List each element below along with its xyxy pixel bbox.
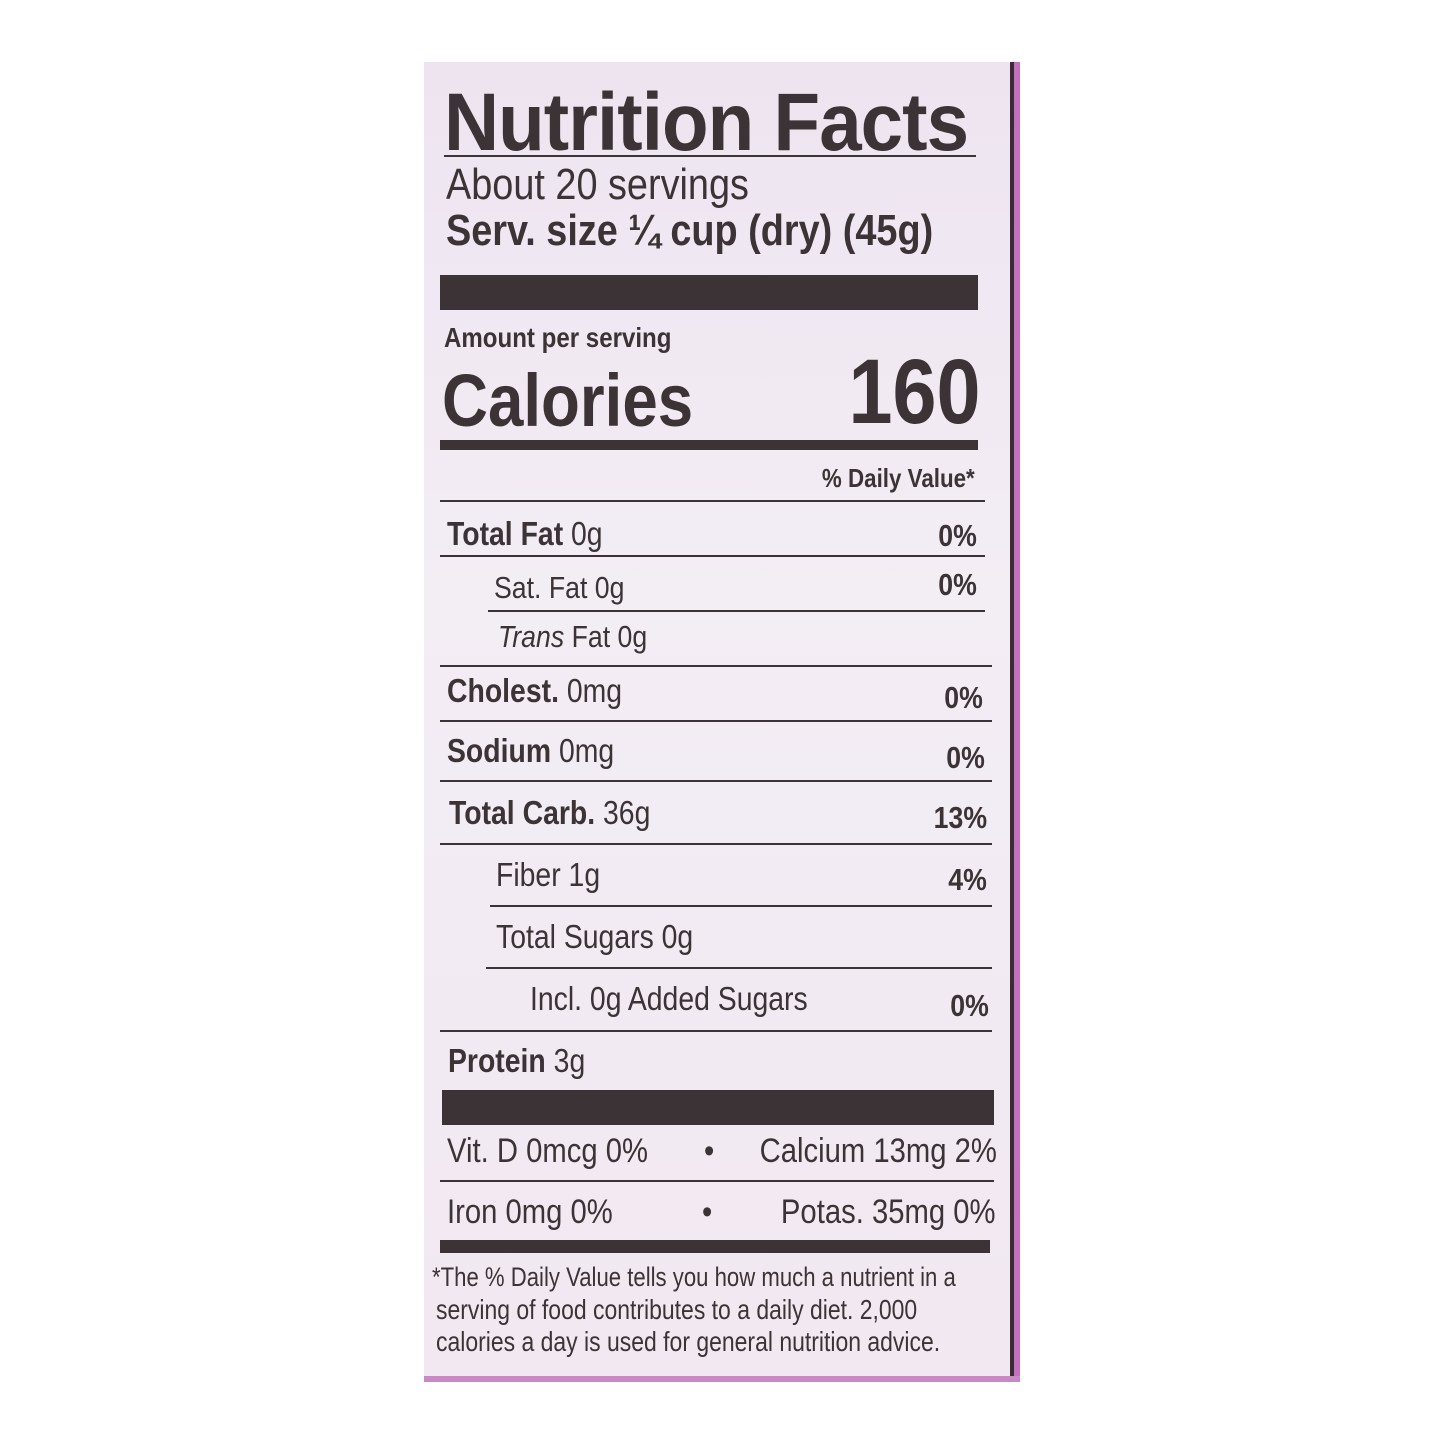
nutrient-name: Cholest. [447, 672, 559, 709]
nutrient-name: Total Fat [447, 515, 564, 552]
divider [486, 967, 992, 969]
nutrient-dv: 0% [938, 518, 977, 553]
footnote-line-3: calories a day is used for general nutri… [436, 1326, 941, 1357]
divider [440, 843, 992, 845]
amount-per-serving: Amount per serving [444, 322, 672, 353]
calories-label: Calories [442, 359, 694, 442]
nutrient-name: Total Sugars [496, 918, 654, 955]
medium-bar [440, 440, 978, 450]
calories-value: 160 [847, 341, 980, 443]
vitamin-d: Vit. D 0mcg 0% [447, 1132, 648, 1170]
divider [440, 780, 992, 782]
divider [488, 610, 985, 612]
footnote-line-1: *The % Daily Value tells you how much a … [432, 1262, 956, 1292]
divider [440, 1180, 994, 1182]
nutrient-dv: 0% [944, 680, 983, 715]
nutrient-amount: 1g [568, 856, 601, 893]
divider [440, 665, 992, 667]
divider [440, 500, 985, 502]
nutrient-amount: 0mg [558, 732, 615, 769]
nutrient-amount: 0g [594, 570, 625, 605]
nutrient-name: Sodium [447, 732, 552, 769]
iron: Iron 0mg 0% [447, 1193, 613, 1231]
nutrient-amount: 3g [553, 1042, 586, 1079]
nutrient-name: Incl. 0g Added Sugars [530, 980, 808, 1017]
medium-bar [440, 1240, 990, 1253]
nutrient-name: Trans [498, 619, 565, 654]
nutrient-dv: 0% [946, 740, 985, 775]
nutrient-dv: 0% [938, 567, 977, 602]
divider [490, 905, 992, 907]
nutrient-dv: 4% [948, 862, 987, 897]
divider [444, 155, 976, 157]
divider [440, 555, 985, 557]
nutrient-name: Sat. Fat [494, 570, 588, 605]
thick-bar [442, 1090, 994, 1125]
bullet: • [702, 1193, 713, 1231]
nutrient-name: Protein [448, 1042, 546, 1079]
nutrient-name: Fiber [496, 856, 561, 893]
footnote-line-2: serving of food contributes to a daily d… [436, 1294, 918, 1325]
nutrient-amount: 0mg [566, 672, 623, 709]
thick-bar [440, 275, 978, 310]
package-edge [424, 1376, 1020, 1382]
label-title: Nutrition Facts [444, 77, 969, 168]
nutrient-amount: 0g [661, 918, 694, 955]
bullet: • [704, 1132, 715, 1170]
serving-size: Serv. size ¼ cup (dry) (45g) [446, 206, 934, 255]
divider [440, 1030, 992, 1032]
nutrient-name: Total Carb. [449, 794, 596, 831]
divider [440, 720, 992, 722]
servings-per-container: About 20 servings [446, 160, 749, 209]
calcium: Calcium 13mg 2% [759, 1132, 997, 1170]
nutrient-dv: 0% [950, 988, 989, 1023]
nutrient-amount: 0g [571, 515, 603, 552]
daily-value-header: % Daily Value* [822, 463, 975, 493]
nutrient-amount: Fat 0g [571, 619, 648, 654]
potassium: Potas. 35mg 0% [780, 1193, 995, 1231]
nutrient-amount: 36g [603, 794, 651, 831]
nutrient-dv: 13% [933, 800, 987, 835]
